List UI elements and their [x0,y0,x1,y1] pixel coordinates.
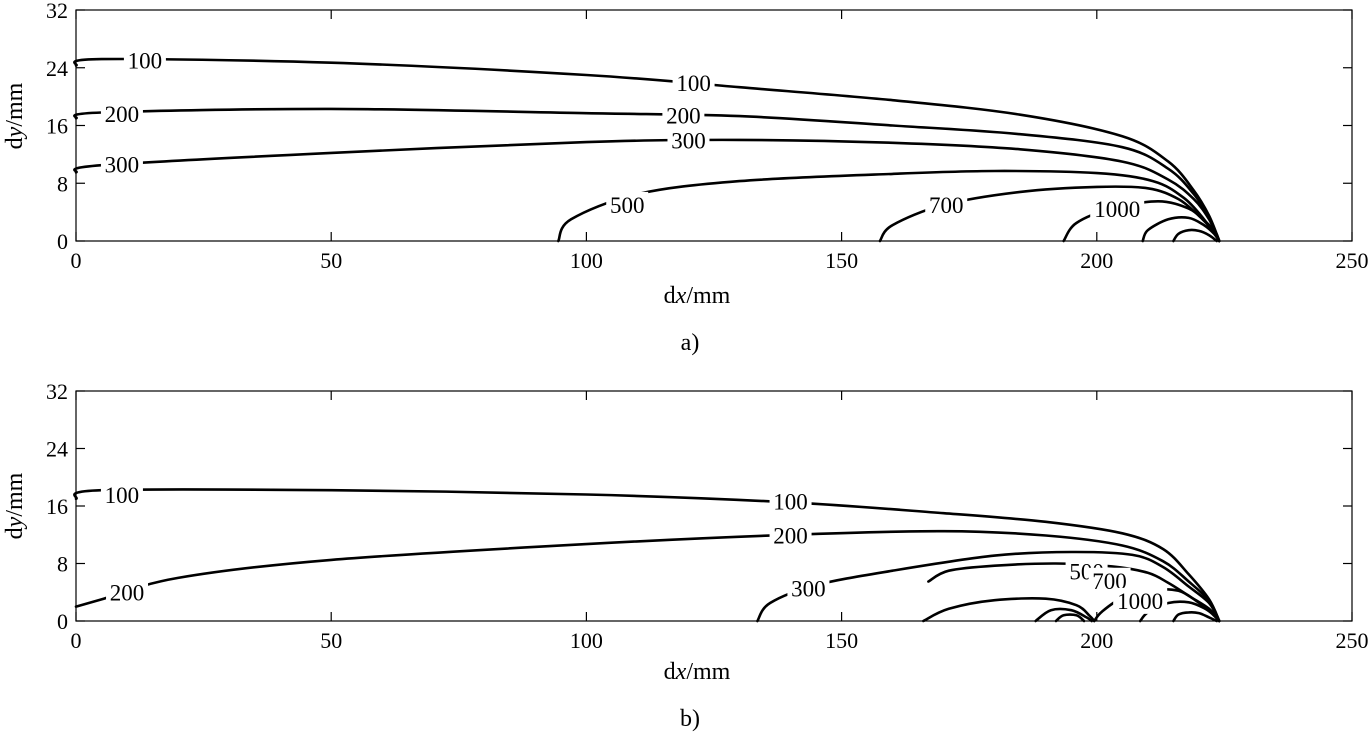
panel-b-x-tick-label: 250 [1336,628,1369,653]
panel-a-x-tick-label: 0 [71,248,82,273]
panel-b-x-axis-title: dx/mm [664,659,731,685]
panel-a-contour-label-backing [100,100,143,127]
panel-b-contour-label: 200 [110,580,145,605]
panel-b-contour-label-backing [787,575,830,602]
panel-a-contour-label: 200 [105,102,140,127]
panel-a-contour-label-backing [1090,196,1145,223]
panel-b-contour-label-backing [769,488,812,515]
panel-a-caption: a) [681,330,700,356]
panel-a-contour-label: 500 [610,193,645,218]
panel-b-contour-inner-4 [922,597,1096,623]
panel-b-y-ticks: 0 8 16 24 32 [46,379,1352,634]
panel-a-contour-label-backing [662,102,705,129]
panel-b-contour-100 [73,488,1221,623]
panel-a-x-tick-label: 50 [320,248,342,273]
panel-b-y-tick-label: 16 [46,494,68,519]
panel-a-contour-label-backing [123,47,166,74]
panel-a-contour-label-backing [672,69,715,96]
panel-b-contour-label: 100 [773,490,808,515]
panel-a-y-tick-label: 8 [57,171,68,196]
panel-a-contour-label-backing [925,191,968,218]
panel-b-x-tick-label: 200 [1080,628,1113,653]
panel-b-y-tick-label: 32 [46,379,68,404]
panel-a-contour-label: 100 [128,49,163,74]
panel-a-contour-300 [73,138,1221,243]
panel-b-y-tick-label: 8 [57,552,68,577]
panel-b-contour-inner-9 [1172,610,1218,623]
panel-b-x-tick-label: 50 [320,628,342,653]
panel-b-contour-label-backing [106,579,149,606]
panel-b-contour-label-backing [100,482,143,509]
panel-a-x-tick-label: 100 [570,248,603,273]
panel-a-y-axis-title: dy/mm [2,82,28,149]
panel-a-contour-label: 700 [929,193,964,218]
panel-a-contour-inner-6 [1141,216,1221,243]
panel-a-x-tick-label: 150 [825,248,858,273]
panel-a-contour-label-backing [606,191,649,218]
panel-a-y-tick-label: 32 [46,0,68,23]
panel-b-contour-inner-5 [1034,607,1093,623]
panel-a-contour-label: 300 [671,129,706,154]
panel-a-contour-label: 300 [105,152,140,177]
panel-a-contour-label: 200 [666,103,701,128]
panel-a-x-ticks: 0 50 100 150 200 250 [71,10,1369,273]
panel-b-contour-label-backing [769,522,812,549]
panel-b-x-tick-label: 100 [570,628,603,653]
panel-a-contour-label: 1000 [1094,197,1140,222]
panel-b-plot-frame [75,390,1353,622]
panel-b-contour-label: 100 [105,483,140,508]
panel-a-x-tick-label: 250 [1336,248,1369,273]
panel-a-contour-label: 100 [676,71,711,96]
panel-b-x-tick-label: 0 [71,628,82,653]
panel-a-x-axis-title: dx/mm [664,283,731,309]
panel-b-contour-200 [74,529,1221,623]
panel-b-caption: b) [680,706,700,732]
panel-a-contour-200 [73,107,1221,243]
panel-b-x-ticks: 0 50 100 150 200 250 [71,391,1369,653]
panel-b-y-axis-title: dy/mm [2,472,28,539]
panel-b-contour-label: 300 [791,577,826,602]
panel-b-contour-label: 200 [773,523,808,548]
panel-b-contour-label: 1000 [1117,589,1163,614]
panel-b-contour-lines [73,488,1221,623]
panel-a-y-tick-label: 0 [57,229,68,254]
panel-a-contour-100 [73,57,1221,243]
panel-b-contour-label-backing [1113,587,1168,614]
panel-a-y-tick-label: 16 [46,114,68,139]
panel-b-contour-inner-6 [1054,613,1086,623]
panel-a-contour-label-backing [100,151,143,178]
panel-b: 0 50 100 150 200 250 0 8 16 24 32 100 200 100 200 300… [2,379,1369,732]
panel-a-contour-label-backing [667,127,710,154]
panel-a-contour-inner-7 [1172,228,1218,243]
panel-a-y-ticks: 0 8 16 24 32 [46,0,1352,254]
panel-b-y-tick-label: 0 [57,609,68,634]
panel-b-x-tick-label: 150 [825,628,858,653]
panel-a-x-tick-label: 200 [1080,248,1113,273]
panel-a-y-tick-label: 24 [46,56,68,81]
panel-a-plot-frame [75,9,1353,242]
panel-b-y-tick-label: 24 [46,437,68,462]
